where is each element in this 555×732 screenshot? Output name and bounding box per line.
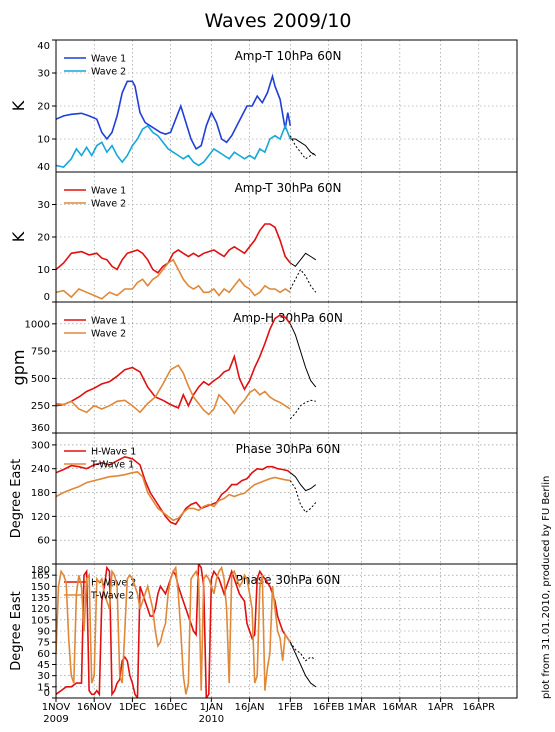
legend-label: Wave 2 xyxy=(91,199,126,210)
xtick-year-label: 2009 xyxy=(43,714,68,725)
ytick-label: 360 xyxy=(31,423,50,434)
ytick-label: 120 xyxy=(31,604,50,615)
ytick-label: 300 xyxy=(31,440,50,451)
xtick-label: 1APR xyxy=(427,702,453,713)
ytick-label: 135 xyxy=(31,593,50,604)
ytick-label: 40 xyxy=(37,162,50,173)
ytick-label: 180 xyxy=(31,565,50,576)
panel-title: Amp-H 30hPa 60N xyxy=(233,311,343,325)
series-line-wave-2 xyxy=(56,258,291,300)
ytick-label: 1000 xyxy=(25,319,50,330)
y-axis-label: K xyxy=(9,100,28,111)
forecast-line xyxy=(289,323,317,388)
forecast-line xyxy=(289,135,317,160)
xtick-label: 1NOV xyxy=(42,702,71,713)
ytick-label: 30 xyxy=(37,200,50,211)
series-line-wave-2 xyxy=(56,364,291,416)
forecast-line xyxy=(289,399,316,420)
series-line-wave-1 xyxy=(56,223,291,274)
xtick-label: 16DEC xyxy=(154,702,188,713)
xtick-label: 16JAN xyxy=(235,702,265,713)
series-line-t-wave-2 xyxy=(56,565,291,695)
legend-label: H-Wave 1 xyxy=(91,447,136,458)
ytick-label: 75 xyxy=(37,638,50,649)
side-note: plot from 31.01.2010, produced by FU Ber… xyxy=(541,476,552,699)
xtick-label: 16MAR xyxy=(382,702,417,713)
forecast-line xyxy=(289,268,317,293)
panel-frame xyxy=(55,563,518,699)
legend-label: Wave 1 xyxy=(91,186,126,197)
forecast-line xyxy=(289,641,317,688)
ytick-label: 30 xyxy=(37,671,50,682)
x-axis: 1NOV 16NOV 1DEC 16DEC 1JAN 16JAN 1FEB 16FEB 1MAR… xyxy=(42,698,495,725)
legend-label: Wave 2 xyxy=(91,67,126,78)
y-axis-label: gpm xyxy=(9,350,28,386)
panel-title: Phase 30hPa 60N xyxy=(236,573,341,587)
series-line-t-wave-1 xyxy=(56,471,291,522)
ytick-label: 20 xyxy=(37,233,50,244)
ytick-label: 750 xyxy=(31,347,50,358)
series-line-wave-2 xyxy=(56,123,292,168)
ytick-label: 60 xyxy=(37,536,50,547)
xtick-label: 1FEB xyxy=(278,702,303,713)
forecast-line xyxy=(289,480,317,514)
ytick-label: 500 xyxy=(31,374,50,385)
ytick-label: 0 xyxy=(44,688,50,699)
xtick-label: 16NOV xyxy=(77,702,112,713)
legend-label: T-Wave 2 xyxy=(90,591,134,602)
xtick-label: 1DEC xyxy=(119,702,146,713)
ytick-label: 45 xyxy=(37,660,50,671)
legend-label: T-Wave 1 xyxy=(90,460,134,471)
y-axis-label: Degree East xyxy=(9,459,24,539)
forecast-line xyxy=(289,472,317,492)
series-line-wave-1 xyxy=(56,314,291,409)
panel-title: Amp-T 30hPa 60N xyxy=(235,181,342,195)
ytick-label: 30 xyxy=(37,69,50,80)
y-axis-label: K xyxy=(9,231,28,242)
forecast-line xyxy=(290,138,317,156)
legend-label: Wave 2 xyxy=(91,329,126,340)
xtick-label: 1MAR xyxy=(347,702,376,713)
panel-title: Amp-T 10hPa 60N xyxy=(235,49,342,63)
forecast-line xyxy=(290,252,317,267)
ytick-label: 90 xyxy=(37,627,50,638)
xtick-label: 16FEB xyxy=(313,702,345,713)
y-axis-label: Degree East xyxy=(9,591,24,671)
figure-title: Waves 2009/10 xyxy=(204,10,351,32)
ytick-label: 20 xyxy=(37,102,50,113)
panel-4: 60 120 180 240 300 Degree East Phase 30hPa 60N… xyxy=(9,432,518,565)
ytick-label: 0 xyxy=(44,292,50,303)
panel-title: Phase 30hPa 60N xyxy=(236,442,341,456)
ytick-label: 150 xyxy=(31,582,50,593)
panel-1: 10 20 30 40 40 K Amp-T 10hPa 60N Wave 1 Wave 2 xyxy=(9,39,518,173)
panel-3: 360 250 500 750 1000 gpm Amp-H 30hPa 60N Wave 1… xyxy=(9,301,518,434)
ytick-label: 165 xyxy=(31,571,50,582)
series-line-h-wave-1 xyxy=(56,455,291,526)
xtick-label: 16APR xyxy=(463,702,496,713)
legend-label: H-Wave 2 xyxy=(91,578,136,589)
ytick-label: 180 xyxy=(31,488,50,499)
ytick-label: 105 xyxy=(31,615,50,626)
ytick-label: 10 xyxy=(37,265,50,276)
series-line-wave-1 xyxy=(56,73,292,151)
ytick-label: 60 xyxy=(37,649,50,660)
xtick-year-label: 2010 xyxy=(199,714,224,725)
ytick-label: 15 xyxy=(37,682,50,693)
legend-label: Wave 1 xyxy=(91,54,126,65)
ytick-label: 120 xyxy=(31,512,50,523)
ytick-label: 240 xyxy=(31,464,50,475)
ytick-label: 40 xyxy=(37,41,50,52)
xtick-label: 1JAN xyxy=(200,702,223,713)
ytick-label: 250 xyxy=(31,401,50,412)
legend-label: Wave 1 xyxy=(91,316,126,327)
panel-2: 0 10 20 30 K Amp-T 30hPa 60N Wave 1 Wave 2 xyxy=(9,171,518,303)
ytick-label: 10 xyxy=(37,135,50,146)
